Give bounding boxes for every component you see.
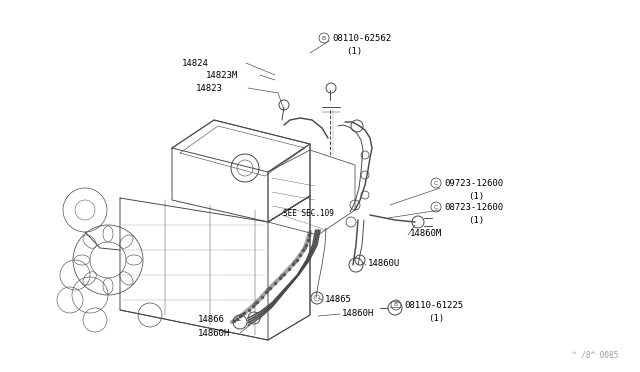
Text: (1): (1) (346, 46, 362, 55)
Text: 14866: 14866 (198, 315, 225, 324)
Text: 08723-12600: 08723-12600 (444, 202, 503, 212)
Text: B: B (394, 302, 398, 308)
Text: 14860H: 14860H (198, 328, 230, 337)
Text: 09723-12600: 09723-12600 (444, 179, 503, 187)
Text: 14823M: 14823M (206, 71, 238, 80)
Text: 14865: 14865 (325, 295, 352, 305)
Text: 14860H: 14860H (342, 308, 374, 317)
Text: (1): (1) (468, 215, 484, 224)
Text: (1): (1) (428, 314, 444, 323)
Text: 14823: 14823 (196, 83, 223, 93)
Text: B: B (322, 35, 326, 41)
Text: C: C (434, 180, 438, 186)
Text: 08110-62562: 08110-62562 (332, 33, 391, 42)
Text: 14824: 14824 (182, 58, 209, 67)
Text: (1): (1) (468, 192, 484, 201)
Text: 08110-61225: 08110-61225 (404, 301, 463, 310)
Text: 14860M: 14860M (410, 228, 442, 237)
Text: C: C (434, 205, 438, 209)
Text: SEE SEC.109: SEE SEC.109 (283, 208, 334, 218)
Text: ^ /8^ 0085: ^ /8^ 0085 (572, 351, 618, 360)
Text: 14860U: 14860U (368, 259, 400, 267)
